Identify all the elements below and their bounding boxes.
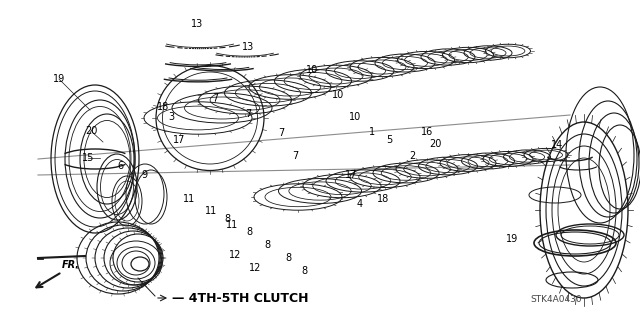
Text: 1: 1 [369, 127, 376, 137]
Text: 18: 18 [157, 102, 170, 112]
Text: 19: 19 [52, 74, 65, 84]
Text: 12: 12 [229, 249, 242, 260]
Text: 8: 8 [246, 227, 253, 237]
Text: STK4A0430: STK4A0430 [530, 295, 582, 305]
Text: 7: 7 [278, 128, 285, 138]
Text: 3: 3 [168, 112, 175, 122]
Text: 5: 5 [386, 135, 392, 145]
Text: 7: 7 [245, 109, 252, 119]
Text: 8: 8 [285, 253, 291, 263]
Text: 20: 20 [429, 138, 442, 149]
Text: 8: 8 [264, 240, 271, 250]
Text: 17: 17 [344, 170, 357, 180]
Text: 6: 6 [117, 161, 124, 171]
Text: 11: 11 [225, 220, 238, 230]
Text: — 4TH-5TH CLUTCH: — 4TH-5TH CLUTCH [172, 293, 308, 306]
Text: 18: 18 [376, 194, 389, 204]
Text: 17: 17 [173, 135, 186, 145]
Text: 19: 19 [506, 234, 518, 244]
Text: 13: 13 [191, 19, 204, 29]
Text: 11: 11 [205, 206, 218, 216]
Text: 15: 15 [82, 153, 95, 163]
Text: FR.: FR. [62, 260, 80, 270]
Text: 16: 16 [421, 127, 434, 137]
Text: 7: 7 [212, 93, 218, 103]
Text: 10: 10 [349, 112, 362, 122]
Text: 4: 4 [356, 198, 363, 209]
Text: 8: 8 [301, 265, 307, 276]
Text: 10: 10 [306, 64, 319, 75]
Text: 14: 14 [550, 140, 563, 150]
Text: 20: 20 [85, 126, 98, 137]
Text: 10: 10 [332, 90, 344, 100]
Text: 8: 8 [224, 214, 230, 225]
Text: 13: 13 [242, 42, 255, 52]
Text: 12: 12 [248, 263, 261, 273]
Text: 2: 2 [410, 151, 416, 161]
Text: 7: 7 [292, 151, 299, 161]
Text: 9: 9 [141, 170, 147, 180]
Text: 11: 11 [183, 194, 196, 204]
